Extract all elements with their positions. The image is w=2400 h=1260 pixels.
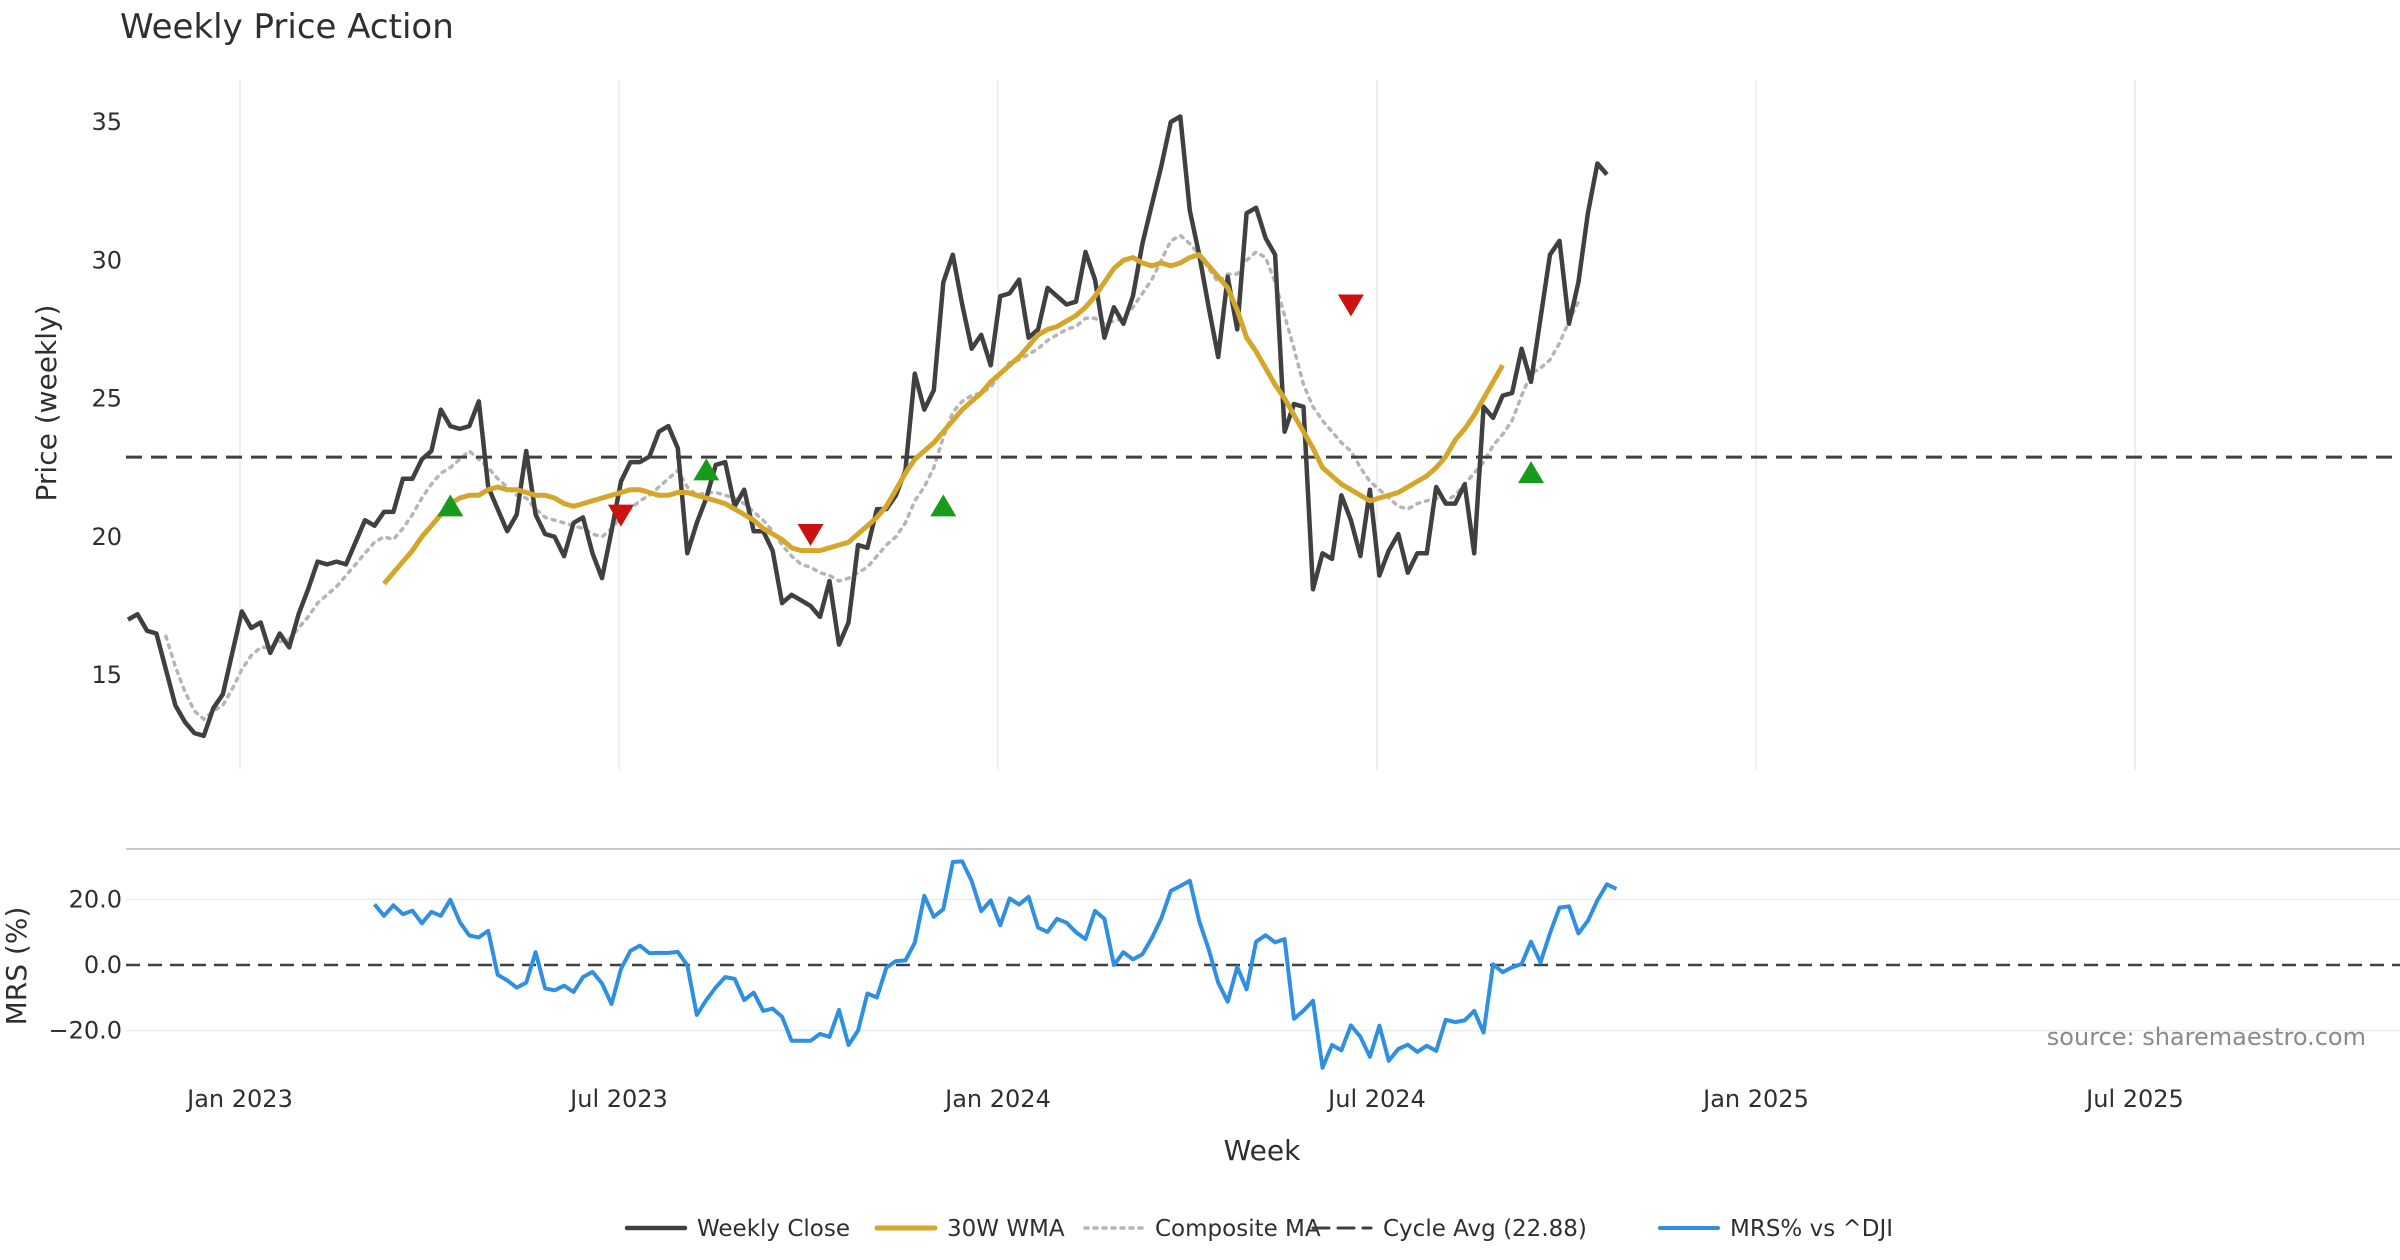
series-layer xyxy=(126,114,2400,1070)
mrs-y-tick: 20.0 xyxy=(69,885,122,913)
buy-signal-marker xyxy=(1518,461,1545,484)
legend-item: Weekly Close xyxy=(624,1216,850,1242)
weekly-close-line xyxy=(126,114,1609,739)
composite-ma-line xyxy=(164,233,1581,722)
price-y-tick: 35 xyxy=(91,108,122,136)
legend-item: 30W WMA xyxy=(874,1216,1065,1242)
buy-signal-marker xyxy=(930,494,957,517)
grid-layer xyxy=(126,80,2400,1032)
x-axis-label: Week xyxy=(1224,1134,1301,1167)
marker-layer xyxy=(437,294,1545,546)
legend-label: 30W WMA xyxy=(947,1216,1065,1242)
price-y-tick: 30 xyxy=(91,246,122,274)
mrs-y-axis-label: MRS (%) xyxy=(0,907,33,1026)
legend-item: Composite MA xyxy=(1083,1216,1321,1242)
price-y-axis-label: Price (weekly) xyxy=(30,305,63,502)
x-tick-label: Jul 2023 xyxy=(568,1085,668,1113)
legend: Weekly Close 30W WMA Composite MA Cycle Avg… xyxy=(624,1216,1893,1242)
y-tick-layer: 15 20 25 30 35 20.0 0.0 −20.0 xyxy=(48,108,122,1045)
x-tick-label: Jul 2024 xyxy=(1326,1085,1426,1113)
price-y-tick: 20 xyxy=(91,523,122,551)
chart-title: Weekly Price Action xyxy=(120,7,454,47)
legend-item: MRS% vs ^DJI xyxy=(1658,1216,1893,1242)
price-y-tick: 25 xyxy=(91,385,122,413)
mrs-y-tick: 0.0 xyxy=(84,951,122,979)
legend-label: Composite MA xyxy=(1155,1216,1321,1242)
sell-signal-marker xyxy=(1337,294,1364,317)
sell-signal-marker xyxy=(797,523,824,546)
x-tick-layer: Jan 2023 Jul 2023 Jan 2024 Jul 2024 Jan 2025… xyxy=(185,1085,2184,1113)
mrs-y-tick: −20.0 xyxy=(48,1017,122,1045)
buy-signal-marker xyxy=(693,458,720,481)
price-y-tick: 15 xyxy=(91,661,122,689)
legend-item: Cycle Avg (22.88) xyxy=(1311,1216,1587,1242)
wma-30w-line xyxy=(382,252,1505,586)
x-tick-label: Jan 2023 xyxy=(185,1085,293,1113)
legend-label: MRS% vs ^DJI xyxy=(1730,1216,1893,1242)
source-note: source: sharemaestro.com xyxy=(2047,1023,2366,1051)
mrs-line xyxy=(372,859,1618,1070)
x-tick-label: Jan 2025 xyxy=(1701,1085,1809,1113)
sell-signal-marker xyxy=(607,504,634,527)
legend-label: Cycle Avg (22.88) xyxy=(1383,1216,1587,1242)
buy-signal-marker xyxy=(437,494,464,517)
x-tick-label: Jan 2024 xyxy=(943,1085,1051,1113)
x-tick-label: Jul 2025 xyxy=(2084,1085,2184,1113)
legend-label: Weekly Close xyxy=(697,1216,850,1242)
